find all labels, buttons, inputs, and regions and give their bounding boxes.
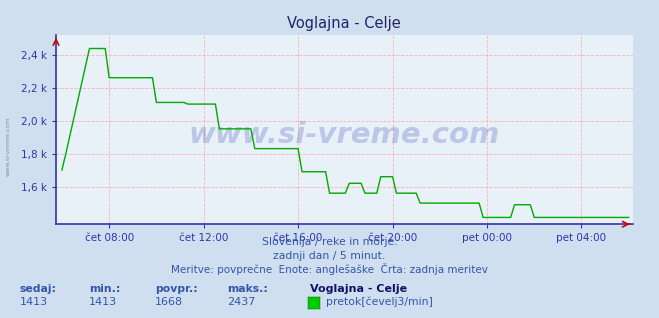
Text: www.si-vreme.com: www.si-vreme.com xyxy=(188,121,500,149)
Text: 2437: 2437 xyxy=(227,297,256,307)
Text: pretok[čevelj3/min]: pretok[čevelj3/min] xyxy=(326,297,433,307)
Text: maks.:: maks.: xyxy=(227,284,268,294)
Text: 1413: 1413 xyxy=(89,297,117,307)
Text: Slovenija / reke in morje.: Slovenija / reke in morje. xyxy=(262,238,397,247)
Text: povpr.:: povpr.: xyxy=(155,284,198,294)
Text: 1668: 1668 xyxy=(155,297,183,307)
Text: min.:: min.: xyxy=(89,284,121,294)
Text: www.si-vreme.com: www.si-vreme.com xyxy=(5,116,11,176)
Text: Voglajna - Celje: Voglajna - Celje xyxy=(310,284,407,294)
Text: Meritve: povprečne  Enote: anglešaške  Črta: zadnja meritev: Meritve: povprečne Enote: anglešaške Črt… xyxy=(171,263,488,274)
Title: Voglajna - Celje: Voglajna - Celje xyxy=(287,16,401,31)
Text: zadnji dan / 5 minut.: zadnji dan / 5 minut. xyxy=(273,251,386,261)
Text: 1413: 1413 xyxy=(20,297,48,307)
Text: sedaj:: sedaj: xyxy=(20,284,57,294)
